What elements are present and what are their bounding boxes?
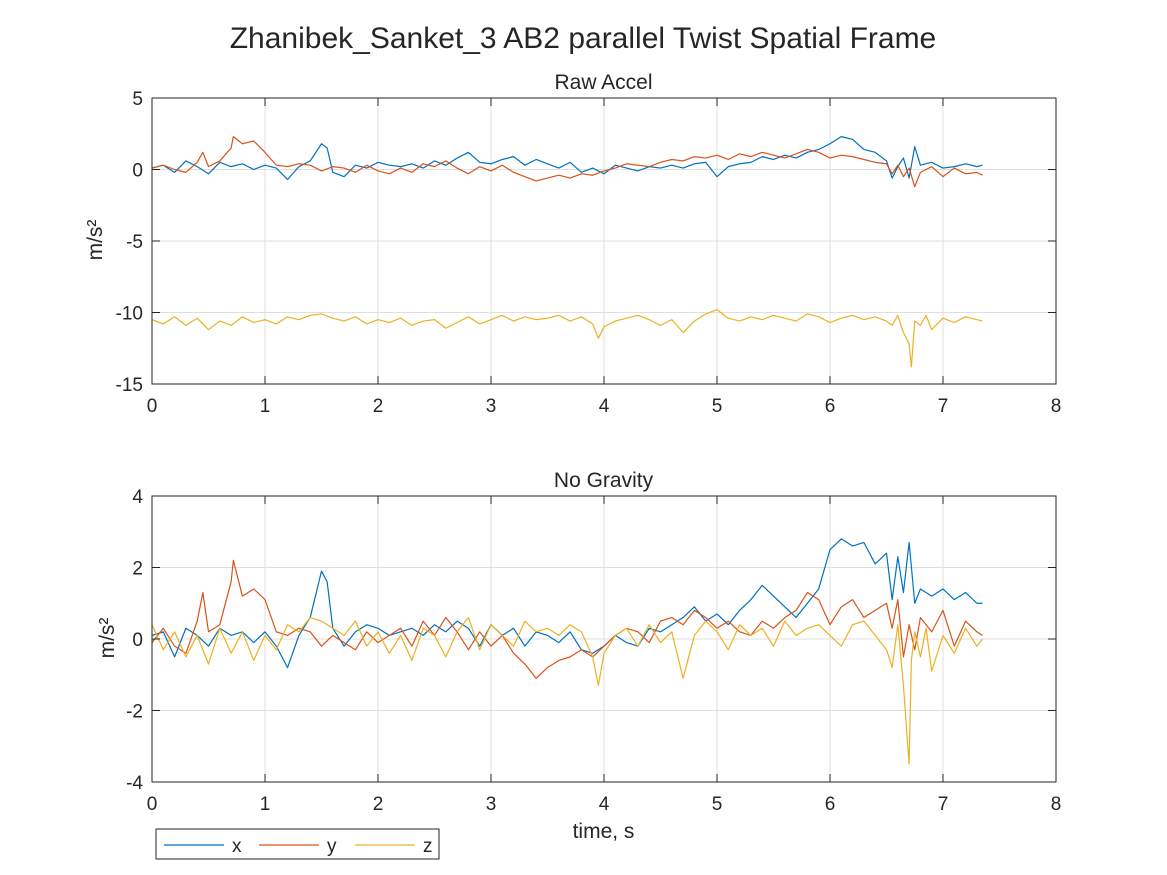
no-gravity-xtick-label-0: 0 xyxy=(147,794,158,815)
no-gravity-ytick-label-0: -4 xyxy=(126,773,143,794)
no-gravity-axes: No Gravity m/s² time, s 0 1 2 3 4 5 6 7 8 -4 -2 0 2 4 xyxy=(96,469,1061,843)
no-gravity-xtick-label-2: 2 xyxy=(373,794,384,815)
raw-accel-series-y xyxy=(151,136,983,188)
raw-accel-axes: Raw Accel m/s² 0 1 2 3 4 5 6 7 8 -15 -10 -5 0 5 xyxy=(84,71,1061,417)
no-gravity-xlabel: time, s xyxy=(573,820,635,843)
raw-accel-xtick-label-1: 1 xyxy=(260,396,271,417)
raw-accel-ytick-label-0: -15 xyxy=(116,375,143,396)
raw-accel-xtick-label-2: 2 xyxy=(373,396,384,417)
raw-accel-ytick-label-1: -10 xyxy=(116,304,143,325)
legend-label-z: z xyxy=(423,836,433,857)
no-gravity-series-y xyxy=(151,559,983,679)
raw-accel-xtick-label-3: 3 xyxy=(486,396,497,417)
raw-accel-xtick-label-8: 8 xyxy=(1051,396,1062,417)
no-gravity-xtick-label-1: 1 xyxy=(260,794,271,815)
raw-accel-xtick-label-6: 6 xyxy=(825,396,836,417)
no-gravity-xtick-label-7: 7 xyxy=(938,794,949,815)
raw-accel-xtick-label-4: 4 xyxy=(599,396,610,417)
no-gravity-xtick-label-5: 5 xyxy=(712,794,723,815)
legend-label-x: x xyxy=(232,836,242,857)
legend[interactable]: x y z xyxy=(155,828,440,860)
raw-accel-xtick-label-7: 7 xyxy=(938,396,949,417)
raw-accel-ytick-label-2: -5 xyxy=(126,232,143,253)
no-gravity-xtick-label-4: 4 xyxy=(599,794,610,815)
raw-accel-xtick-label-5: 5 xyxy=(712,396,723,417)
no-gravity-xtick-label-6: 6 xyxy=(825,794,836,815)
no-gravity-ytick-label-3: 2 xyxy=(132,559,143,580)
raw-accel-title: Raw Accel xyxy=(554,71,652,94)
figure-title: Zhanibek_Sanket_3 AB2 parallel Twist Spa… xyxy=(230,22,937,55)
no-gravity-ytick-label-2: 0 xyxy=(132,630,143,651)
legend-box xyxy=(155,828,440,860)
no-gravity-ytick-label-4: 4 xyxy=(132,487,143,508)
raw-accel-xtick-label-0: 0 xyxy=(147,396,158,417)
legend-label-y: y xyxy=(327,836,337,857)
no-gravity-ylabel: m/s² xyxy=(96,618,119,659)
raw-accel-ytick-label-3: 0 xyxy=(132,161,143,182)
raw-accel-series-x xyxy=(151,136,983,181)
no-gravity-xtick-label-8: 8 xyxy=(1051,794,1062,815)
no-gravity-ytick-label-1: -2 xyxy=(126,702,143,723)
no-gravity-xtick-label-3: 3 xyxy=(486,794,497,815)
no-gravity-series-z xyxy=(151,616,984,765)
raw-accel-ytick-label-4: 5 xyxy=(132,89,143,110)
no-gravity-title: No Gravity xyxy=(554,469,654,492)
raw-accel-ylabel: m/s² xyxy=(84,220,107,261)
raw-accel-series-z xyxy=(151,309,983,368)
